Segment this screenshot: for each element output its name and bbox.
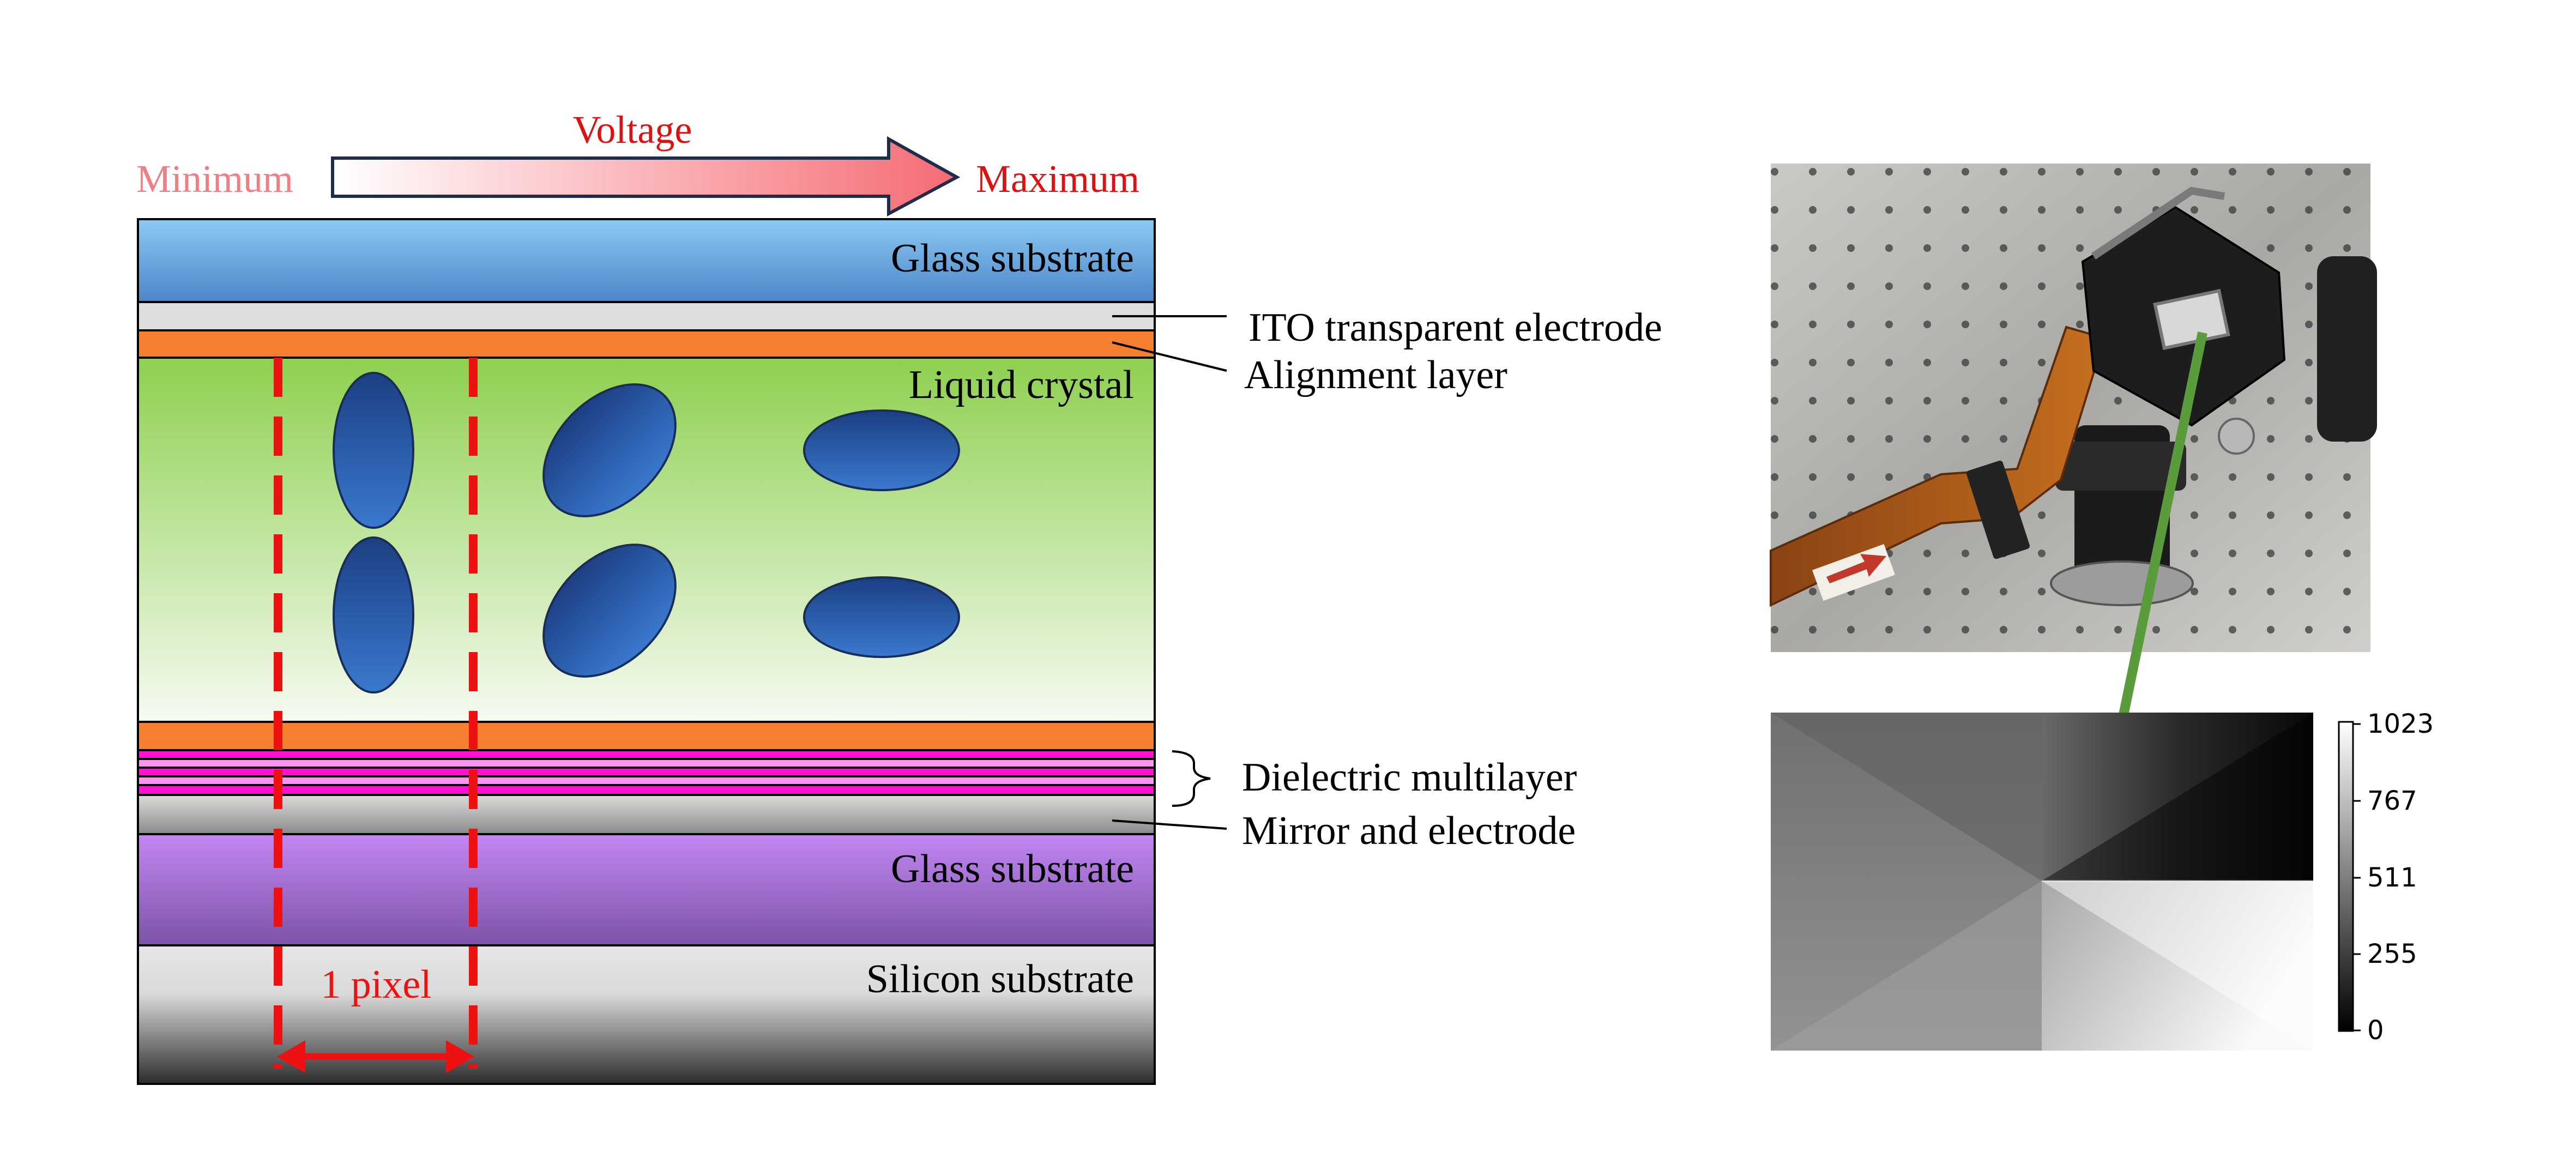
glass-substrate-bottom bbox=[138, 834, 1155, 945]
colorbar: 1023 767 511 255 0 bbox=[2338, 709, 2434, 1046]
phase-pattern-upper-right bbox=[2042, 713, 2313, 881]
colorbar-tick-511: 511 bbox=[2367, 863, 2417, 893]
cable-arrow-icon bbox=[1826, 554, 1886, 583]
lc-molecule-tilted-bottom bbox=[542, 544, 677, 678]
glass-substrate-bottom-label: Glass substrate bbox=[891, 847, 1134, 891]
voltage-indicator: Voltage Minimum Maximum bbox=[136, 108, 1139, 217]
phase-pattern-lower-right bbox=[2042, 881, 2313, 1051]
mirror-label: Mirror and electrode bbox=[1242, 809, 1576, 853]
silicon-substrate-label: Silicon substrate bbox=[866, 957, 1134, 1002]
mirror-electrode-layer bbox=[138, 795, 1155, 834]
dielectric-label: Dielectric multilayer bbox=[1242, 755, 1577, 800]
pixel-arrowhead-left bbox=[277, 1040, 305, 1073]
slm-device-photo bbox=[1770, 164, 2377, 782]
dielectric-layer-5 bbox=[138, 785, 1155, 795]
alignment-label: Alignment layer bbox=[1244, 353, 1507, 397]
lc-molecule-horizontal-top bbox=[803, 409, 960, 491]
ito-layer bbox=[138, 302, 1155, 330]
colorbar-gradient bbox=[2338, 721, 2354, 1032]
slm-head bbox=[2081, 186, 2377, 442]
dielectric-layer-4 bbox=[138, 776, 1155, 785]
colorbar-tick-0: 0 bbox=[2367, 1015, 2384, 1046]
lc-molecules bbox=[333, 372, 960, 693]
glass-substrate-top bbox=[138, 219, 1155, 302]
voltage-title: Voltage bbox=[573, 108, 692, 152]
alignment-layer-bottom bbox=[138, 722, 1155, 750]
phase-pattern bbox=[1771, 713, 2313, 1051]
ito-label: ITO transparent electrode bbox=[1248, 305, 1662, 350]
pointer-line bbox=[2105, 331, 2207, 782]
voltage-min-label: Minimum bbox=[136, 157, 293, 201]
callouts: ITO transparent electrode Alignment laye… bbox=[1112, 305, 1662, 853]
lc-molecule-vertical-top bbox=[333, 372, 414, 529]
silicon-substrate bbox=[138, 945, 1155, 1084]
alignment-layer-top bbox=[138, 330, 1155, 358]
layer-stack: Glass substrate Liquid crystal Glass sub… bbox=[137, 218, 1156, 1085]
dielectric-layer-2 bbox=[138, 759, 1155, 768]
mirror-leader-line bbox=[1112, 819, 1227, 830]
ribbon-cable bbox=[1770, 325, 2106, 607]
dielectric-brace bbox=[1172, 750, 1211, 807]
colorbar-tick-1023: 1023 bbox=[2367, 709, 2434, 739]
colorbar-tick-767: 767 bbox=[2367, 786, 2417, 816]
liquid-crystal-label: Liquid crystal bbox=[909, 363, 1134, 407]
pixel-arrowhead-right bbox=[446, 1040, 474, 1073]
dielectric-layer-3 bbox=[138, 768, 1155, 776]
colorbar-tick-255: 255 bbox=[2367, 939, 2417, 969]
dielectric-layer-1 bbox=[138, 750, 1155, 759]
lc-molecule-tilted-top bbox=[542, 383, 677, 517]
glass-substrate-top-label: Glass substrate bbox=[891, 236, 1134, 281]
pixel-label: 1 pixel bbox=[321, 962, 431, 1007]
stack-frame bbox=[137, 218, 1156, 1085]
alignment-leader-line bbox=[1112, 341, 1227, 372]
lc-molecule-vertical-bottom bbox=[333, 536, 414, 693]
lc-molecule-horizontal-bottom bbox=[803, 576, 960, 658]
pixel-marker: 1 pixel bbox=[274, 358, 478, 1073]
voltage-gradient-arrow bbox=[331, 136, 961, 217]
voltage-max-label: Maximum bbox=[976, 157, 1139, 201]
